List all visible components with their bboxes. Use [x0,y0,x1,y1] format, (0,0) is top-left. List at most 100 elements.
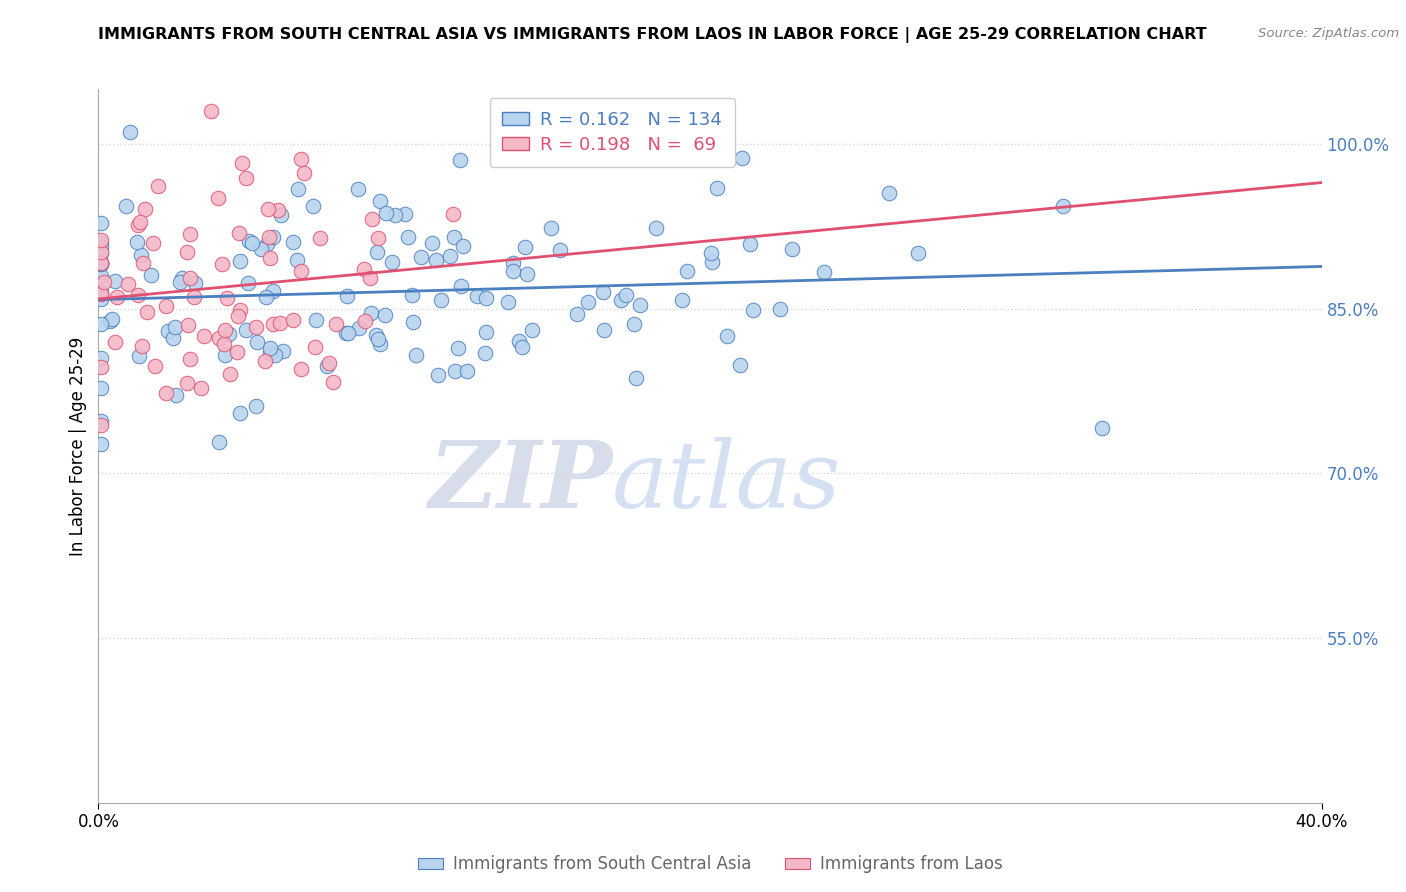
Point [446,341,468,355]
Point [285,252,308,267]
Point [368,337,391,351]
Point [444,364,467,378]
Point [540,221,562,235]
Point [200,104,222,119]
Point [302,199,325,213]
Point [474,346,496,360]
Point [90,244,112,259]
Point [396,229,419,244]
Point [422,235,444,250]
Point [308,231,330,245]
Point [271,344,294,359]
Point [439,249,461,263]
Point [304,340,326,354]
Point [235,171,257,186]
Point [449,153,471,168]
Point [256,237,278,252]
Point [228,227,250,241]
Point [425,253,447,268]
Point [401,288,423,302]
Point [381,254,404,268]
Point [644,220,666,235]
Point [90,256,112,270]
Point [730,151,752,165]
Text: atlas: atlas [612,437,842,526]
Point [254,290,277,304]
Point [163,320,186,334]
Point [516,268,538,282]
Point [405,348,427,362]
Point [246,334,269,349]
Point [120,126,142,140]
Point [450,279,472,293]
Point [366,328,388,343]
Point [502,256,524,270]
Point [226,310,249,324]
Point [360,211,382,226]
Point [125,235,148,250]
Point [508,334,530,348]
Y-axis label: In Labor Force | Age 25-29: In Labor Force | Age 25-29 [69,336,87,556]
Point [193,329,215,343]
Point [165,388,187,402]
Point [179,352,201,367]
Point [699,246,721,260]
Point [374,205,396,219]
Point [128,349,150,363]
Legend: Immigrants from South Central Asia, Immigrants from Laos: Immigrants from South Central Asia, Immi… [411,849,1010,880]
Point [98,314,121,328]
Point [249,242,271,256]
Point [90,256,112,270]
Point [90,414,112,428]
Point [315,359,337,373]
Point [671,293,693,307]
Point [231,156,253,170]
Point [104,334,127,349]
Point [592,285,614,300]
Point [623,318,645,332]
Point [1052,199,1074,213]
Point [90,256,112,270]
Point [169,275,191,289]
Point [593,323,616,337]
Point [257,230,280,244]
Point [283,235,305,249]
Point [212,337,235,351]
Point [290,264,312,278]
Point [318,356,340,370]
Point [142,235,165,250]
Point [245,320,267,334]
Point [183,290,205,304]
Point [475,325,498,339]
Point [170,270,193,285]
Point [176,376,198,390]
Point [229,406,252,420]
Point [90,257,112,271]
Point [394,207,416,221]
Point [208,331,231,345]
Point [384,208,406,222]
Point [229,253,252,268]
Point [548,243,571,257]
Point [426,368,449,383]
Point [441,207,464,221]
Point [132,255,155,269]
Point [90,418,112,433]
Point [269,316,291,330]
Point [90,351,112,365]
Point [877,186,900,201]
Point [475,291,498,305]
Point [290,361,312,376]
Point [90,235,112,250]
Point [443,230,465,244]
Point [614,288,637,302]
Point [496,295,519,310]
Point [263,318,285,332]
Point [716,329,738,343]
Point [208,435,231,450]
Point [347,182,370,196]
Point [127,287,149,301]
Point [155,385,177,400]
Point [179,227,201,242]
Point [90,292,112,306]
